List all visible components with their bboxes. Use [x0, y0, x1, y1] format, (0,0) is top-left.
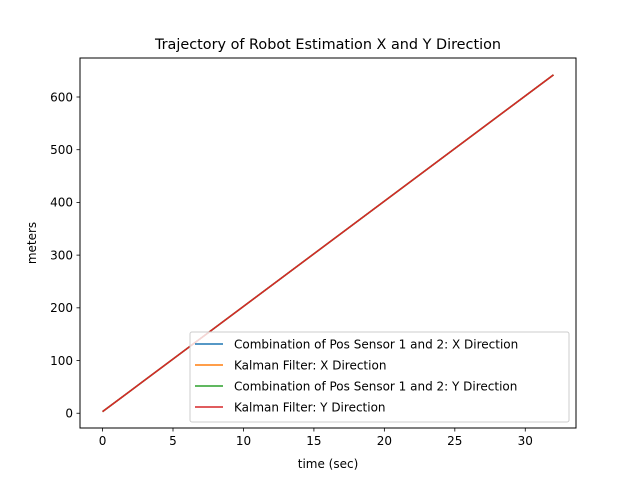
legend-box — [189, 331, 570, 423]
legend-label: Kalman Filter: Y Direction — [234, 400, 386, 414]
y-tick-label: 200 — [50, 301, 73, 315]
x-axis-label: time (sec) — [298, 457, 359, 471]
x-tick-label: 10 — [236, 434, 251, 448]
y-tick-label: 0 — [65, 407, 73, 421]
x-tick-label: 20 — [377, 434, 392, 448]
x-tick-label: 30 — [518, 434, 533, 448]
x-tick-label: 0 — [99, 434, 107, 448]
x-tick-label: 5 — [169, 434, 177, 448]
plot-frame — [79, 57, 577, 429]
y-tick-label: 300 — [50, 248, 73, 262]
legend-label: Combination of Pos Sensor 1 and 2: Y Dir… — [234, 379, 517, 393]
series-line-4 — [102, 74, 554, 413]
y-axis-ticks: 0 100 200 300 400 500 600 — [50, 90, 80, 421]
legend: Combination of Pos Sensor 1 and 2: X Dir… — [189, 331, 570, 423]
y-tick-label: 400 — [50, 196, 73, 210]
x-axis-ticks: 0 5 10 15 20 25 30 — [99, 428, 533, 448]
legend-label: Combination of Pos Sensor 1 and 2: X Dir… — [234, 337, 518, 351]
legend-label: Kalman Filter: X Direction — [234, 358, 386, 372]
y-tick-label: 100 — [50, 354, 73, 368]
x-tick-label: 25 — [447, 434, 462, 448]
x-tick-label: 15 — [306, 434, 321, 448]
y-tick-label: 600 — [50, 90, 73, 104]
series-layer — [102, 74, 554, 413]
y-tick-label: 500 — [50, 143, 73, 157]
chart-title: Trajectory of Robot Estimation X and Y D… — [154, 37, 501, 53]
y-axis-label: meters — [25, 222, 39, 264]
